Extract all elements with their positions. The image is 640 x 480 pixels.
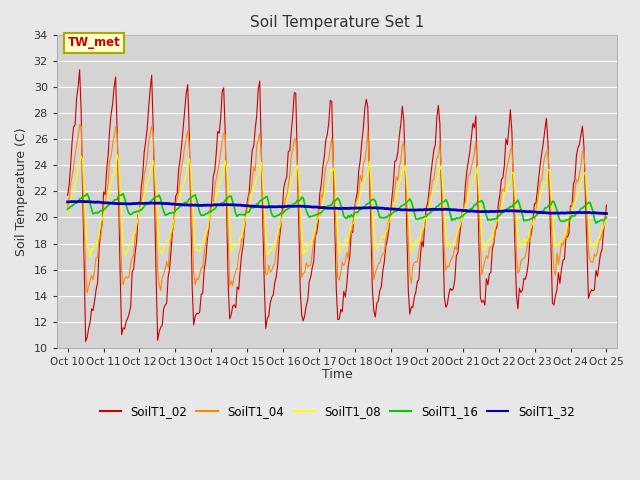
SoilT1_02 xyxy=(575,142,583,147)
SoilT1_32 xyxy=(131,201,139,206)
SoilT1_32 xyxy=(301,204,308,209)
SoilT1_16 xyxy=(131,209,139,215)
SoilT1_02 xyxy=(245,189,253,195)
SoilT1_32 xyxy=(244,203,252,208)
SoilT1_16 xyxy=(226,193,234,199)
Line: SoilT1_08: SoilT1_08 xyxy=(68,155,607,258)
SoilT1_16 xyxy=(119,191,127,196)
SoilT1_02 xyxy=(303,303,310,309)
SoilT1_04 xyxy=(254,137,262,143)
SoilT1_08 xyxy=(64,211,72,217)
SoilT1_08 xyxy=(254,172,262,178)
SoilT1_02 xyxy=(64,192,72,198)
SoilT1_08 xyxy=(113,152,121,157)
SoilT1_04 xyxy=(575,171,583,177)
SoilT1_04 xyxy=(83,290,91,296)
Y-axis label: Soil Temperature (C): Soil Temperature (C) xyxy=(15,127,28,256)
SoilT1_16 xyxy=(574,209,582,215)
SoilT1_08 xyxy=(603,213,611,218)
SoilT1_04 xyxy=(245,191,253,197)
SoilT1_02 xyxy=(82,338,90,344)
Line: SoilT1_02: SoilT1_02 xyxy=(68,70,607,341)
SoilT1_04 xyxy=(64,204,72,210)
SoilT1_04 xyxy=(603,211,611,216)
SoilT1_04 xyxy=(76,122,83,128)
SoilT1_08 xyxy=(133,222,141,228)
SoilT1_08 xyxy=(245,205,253,211)
Line: SoilT1_32: SoilT1_32 xyxy=(68,201,607,214)
SoilT1_32 xyxy=(64,199,72,205)
Line: SoilT1_16: SoilT1_16 xyxy=(68,193,607,223)
Text: TW_met: TW_met xyxy=(68,36,121,49)
SoilT1_16 xyxy=(64,206,72,212)
SoilT1_02 xyxy=(227,312,235,318)
SoilT1_08 xyxy=(575,189,583,194)
SoilT1_04 xyxy=(303,260,310,266)
SoilT1_32 xyxy=(603,211,611,216)
SoilT1_16 xyxy=(301,202,308,207)
SoilT1_02 xyxy=(603,202,611,208)
SoilT1_32 xyxy=(253,204,260,209)
Title: Soil Temperature Set 1: Soil Temperature Set 1 xyxy=(250,15,424,30)
SoilT1_16 xyxy=(253,201,260,207)
SoilT1_08 xyxy=(227,249,235,254)
SoilT1_02 xyxy=(254,86,262,92)
Legend: SoilT1_02, SoilT1_04, SoilT1_08, SoilT1_16, SoilT1_32: SoilT1_02, SoilT1_04, SoilT1_08, SoilT1_… xyxy=(95,400,579,423)
SoilT1_16 xyxy=(603,215,611,220)
SoilT1_04 xyxy=(227,278,235,284)
SoilT1_02 xyxy=(133,238,141,244)
SoilT1_08 xyxy=(86,255,94,261)
X-axis label: Time: Time xyxy=(322,368,353,381)
Line: SoilT1_04: SoilT1_04 xyxy=(68,125,607,293)
SoilT1_04 xyxy=(133,223,141,228)
SoilT1_08 xyxy=(303,250,310,255)
SoilT1_02 xyxy=(76,67,83,72)
SoilT1_32 xyxy=(226,202,234,208)
SoilT1_16 xyxy=(244,209,252,215)
SoilT1_16 xyxy=(592,220,600,226)
SoilT1_32 xyxy=(76,198,83,204)
SoilT1_32 xyxy=(574,210,582,216)
